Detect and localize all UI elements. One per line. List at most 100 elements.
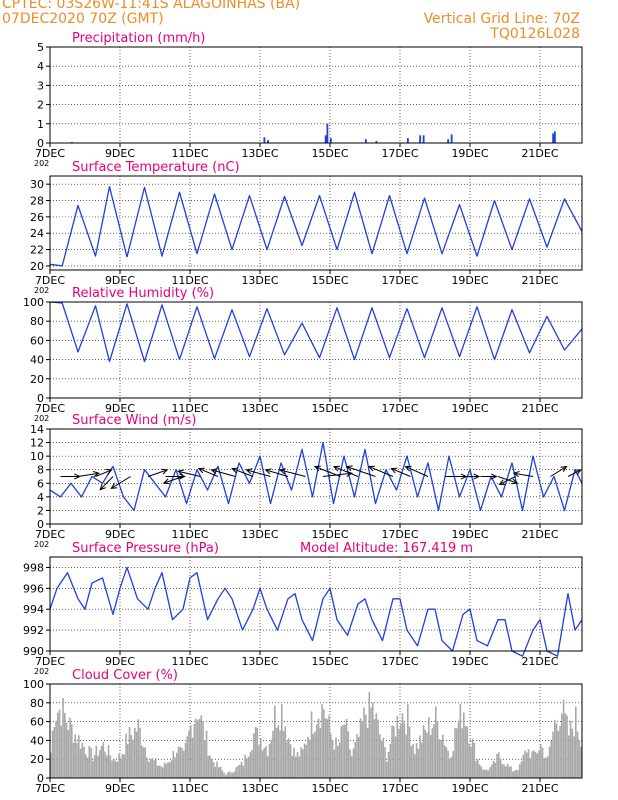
cloud-bar <box>55 721 57 778</box>
wind-arrow <box>391 468 411 477</box>
precip-bar <box>407 138 409 143</box>
cloud-bar <box>64 712 66 778</box>
y-tick-label: 0 <box>37 772 44 785</box>
cloud-bar <box>340 726 343 778</box>
x-year-label: 202 <box>34 540 49 549</box>
cloud-bar <box>414 754 416 778</box>
cloud-bar <box>398 728 400 778</box>
cloud-bar <box>389 744 392 778</box>
cloud-bar <box>218 767 220 778</box>
wind-arrowhead <box>264 468 272 475</box>
cloud-bar <box>302 749 304 778</box>
cloud-bar <box>377 719 379 778</box>
x-tick-label: 9DEC <box>105 528 135 541</box>
cloud-bar <box>254 726 257 778</box>
cloud-bar <box>526 752 528 778</box>
x-tick-label: 19DEC <box>451 655 488 668</box>
cloud-bar <box>316 724 318 778</box>
cloud-bar <box>466 726 469 778</box>
cloud-bar <box>478 764 481 778</box>
wind-arrow <box>497 476 518 484</box>
cloud-bar <box>408 726 411 778</box>
cloud-bar <box>305 744 308 778</box>
cloud-bar <box>496 753 498 778</box>
cloud-bar <box>195 718 197 778</box>
x-tick-label: 17DEC <box>381 782 418 795</box>
x-tick-label: 19DEC <box>451 528 488 541</box>
cloud-bar <box>219 766 222 778</box>
cloud-bar <box>412 743 414 778</box>
x-tick-label: 9DEC <box>105 655 135 668</box>
wind-arrowhead <box>332 465 341 472</box>
y-tick-label: 100 <box>23 678 44 691</box>
cloud-bar <box>109 755 112 778</box>
cloud-bar <box>359 718 362 778</box>
cloud-bar <box>442 734 444 778</box>
y-tick-label: 12 <box>30 437 44 450</box>
cloud-bar <box>379 734 381 778</box>
cloud-bar <box>555 723 558 778</box>
cloud-bar <box>365 714 367 778</box>
cloud-bar <box>79 748 82 778</box>
wind-arrowhead <box>176 469 185 476</box>
cloud-bar <box>125 733 127 778</box>
cloud-bar <box>366 727 369 778</box>
cloud-bar <box>557 730 560 778</box>
wind-arrowhead <box>110 483 118 489</box>
cloud-bar <box>452 750 455 778</box>
cloud-bar <box>421 742 423 778</box>
cloud-bar <box>510 766 512 778</box>
x-tick-label: 19DEC <box>451 147 488 160</box>
wind-arrowhead <box>490 473 498 480</box>
y-tick-label: 40 <box>30 354 44 367</box>
wind-title: Surface Wind (m/s) <box>72 413 196 428</box>
cloud-bar <box>331 739 334 778</box>
x-tick-label: 7DEC <box>35 528 65 541</box>
cloud-bar <box>286 741 288 778</box>
cloud-bar <box>477 759 479 778</box>
wind-arrowhead <box>162 478 170 485</box>
precip-bar <box>552 133 555 143</box>
wind-arrow <box>405 466 429 477</box>
cloud-bar <box>573 736 575 778</box>
plot-frame <box>49 556 583 652</box>
pressure-title: Surface Pressure (hPa) <box>72 541 219 556</box>
cloud-bar <box>515 769 518 778</box>
cloud-bar <box>249 752 252 778</box>
cloud-bar <box>384 747 386 778</box>
cloud-bar <box>295 756 297 778</box>
cloud-bar <box>333 749 336 778</box>
wind-arrow <box>111 476 131 489</box>
wind-arrowhead <box>278 468 286 475</box>
precip-bar <box>419 135 422 143</box>
cloud-bar <box>268 743 271 778</box>
y-tick-label: 1 <box>37 118 44 131</box>
cloud-bar <box>303 743 306 778</box>
cloud-bar <box>205 730 208 778</box>
cloud-bar <box>260 738 262 778</box>
cloud-bar <box>232 772 234 778</box>
cloud-bar <box>156 765 159 778</box>
cloud-bar <box>569 720 572 778</box>
x-tick-label: 13DEC <box>241 528 278 541</box>
y-tick-label: 990 <box>23 645 44 658</box>
cloud-bar <box>527 749 530 778</box>
y-tick-label: 10 <box>30 450 44 463</box>
wind-arrowhead <box>498 479 506 485</box>
wind-arrowhead <box>161 468 169 475</box>
precip-bar <box>263 137 266 143</box>
y-tick-label: 992 <box>23 624 44 637</box>
pressure-line <box>49 566 583 657</box>
cloud-bar <box>50 752 52 778</box>
cloud-bar <box>540 744 542 778</box>
y-tick-label: 994 <box>23 603 44 616</box>
cloud-bar <box>298 756 301 778</box>
cloud-bar <box>321 703 323 778</box>
cloud-bar <box>394 736 397 778</box>
precip-bar <box>324 135 327 143</box>
cloud-bar <box>547 756 549 778</box>
wind-arrow <box>198 468 219 477</box>
cloud-bar <box>368 692 371 778</box>
cloud-bar <box>174 757 176 778</box>
cloud-bar <box>471 738 474 778</box>
